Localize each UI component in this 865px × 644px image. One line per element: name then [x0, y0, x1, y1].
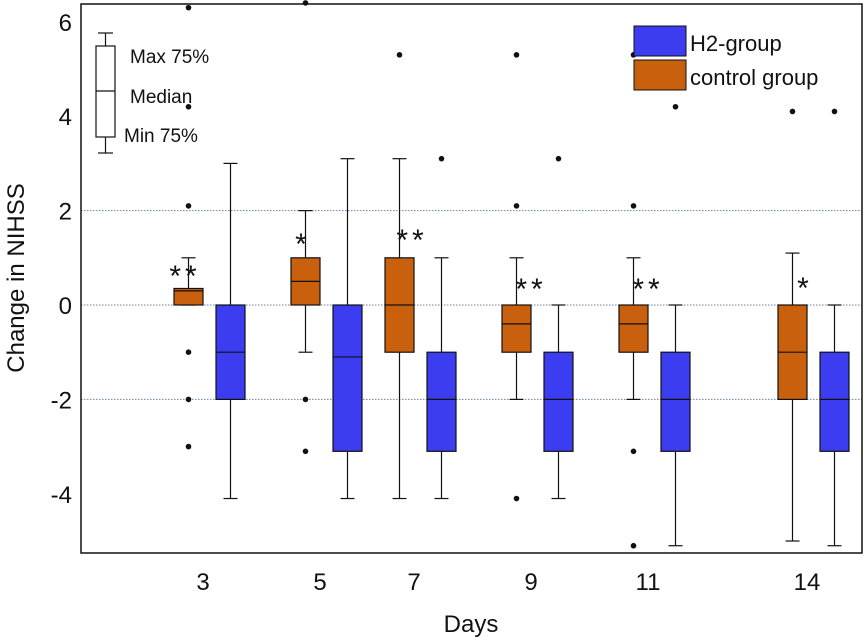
outlier-point [185, 443, 192, 450]
x-tick-label: 7 [407, 569, 420, 596]
outlier-point [513, 203, 520, 209]
box-key-min-label: Min 75% [124, 126, 198, 147]
box-body [426, 351, 457, 452]
significance-marker-day-3: ** [169, 260, 200, 293]
outlier-point [630, 203, 637, 209]
gridlines [81, 210, 862, 400]
x-tick-label: 11 [636, 569, 661, 596]
outlier-point [302, 448, 309, 455]
x-axis-label: Days [444, 611, 499, 638]
legend-swatch-h2-group [633, 25, 687, 57]
box-control-group-day-9 [501, 52, 532, 502]
x-axis-ticks: 3 5 7 9 11 14 [196, 569, 820, 596]
outlier-point [513, 52, 520, 58]
outlier-point [302, 0, 309, 6]
box-control-group-day-5 [290, 0, 321, 455]
outlier-point [555, 155, 562, 162]
outlier-point [185, 349, 192, 356]
box-key: Max 75% Median Min 75% [95, 32, 209, 154]
outlier-point [185, 103, 192, 110]
x-tick-label: 14 [794, 569, 821, 596]
box-h2-group-day-3 [215, 162, 246, 500]
box-body [501, 304, 532, 353]
box-key-median-label: Median [130, 87, 192, 108]
outlier-point [185, 396, 192, 403]
legend-label-control-group: control group [690, 65, 818, 90]
legend-label-h2-group: H2-group [690, 31, 782, 56]
outlier-point [302, 396, 309, 403]
significance-marker-day-11: ** [632, 273, 663, 306]
box-body [173, 287, 204, 306]
x-tick-label: 9 [524, 569, 537, 596]
significance-marker-day-5: * [295, 228, 311, 261]
outlier-point [831, 108, 838, 115]
x-tick-label: 3 [196, 569, 209, 596]
outlier-point [438, 155, 445, 162]
outlier-point [789, 108, 796, 115]
outlier-point [672, 103, 679, 110]
significance-marker-day-7: ** [396, 224, 427, 257]
y-tick-label: 4 [59, 104, 72, 131]
box-h2-group-day-14 [819, 108, 850, 547]
x-tick-label: 5 [313, 569, 326, 596]
box-h2-group-day-7 [426, 155, 457, 500]
y-axis-label: Change in NIHSS [3, 183, 30, 372]
plot-frame [80, 3, 863, 554]
significance-marker-day-9: ** [515, 273, 546, 306]
box-control-group-day-11 [618, 52, 649, 549]
box-body [618, 304, 649, 353]
box-control-group-day-3 [173, 4, 204, 450]
box-plot-series [173, 0, 850, 549]
y-tick-label: 2 [59, 199, 72, 226]
box-body [660, 351, 691, 452]
box-body [543, 351, 574, 452]
significance-marker-day-14: * [797, 272, 813, 305]
significance-markers: *** **** ** * [169, 224, 813, 306]
legend: H2-group control group [633, 25, 818, 91]
y-tick-label: -2 [51, 387, 72, 414]
outlier-point [513, 495, 520, 502]
y-tick-label: -4 [51, 482, 72, 509]
box-body [819, 351, 850, 452]
y-axis-ticks: 6 4 2 0 -2 -4 [51, 10, 72, 509]
box-control-group-day-14 [777, 108, 808, 542]
outlier-point [630, 448, 637, 455]
box-body [332, 304, 363, 452]
box-control-group-day-7 [384, 52, 415, 500]
legend-swatch-control-group [633, 59, 687, 91]
outlier-point [630, 542, 637, 549]
box-key-max-label: Max 75% [130, 47, 209, 68]
y-tick-label: 0 [59, 293, 72, 320]
outlier-point [396, 52, 403, 58]
outlier-point [185, 4, 192, 11]
box-h2-group-day-5 [332, 158, 363, 500]
box-h2-group-day-9 [543, 155, 574, 500]
box-h2-group-day-11 [660, 103, 691, 547]
outlier-point [185, 203, 192, 209]
y-tick-label: 6 [59, 10, 72, 37]
